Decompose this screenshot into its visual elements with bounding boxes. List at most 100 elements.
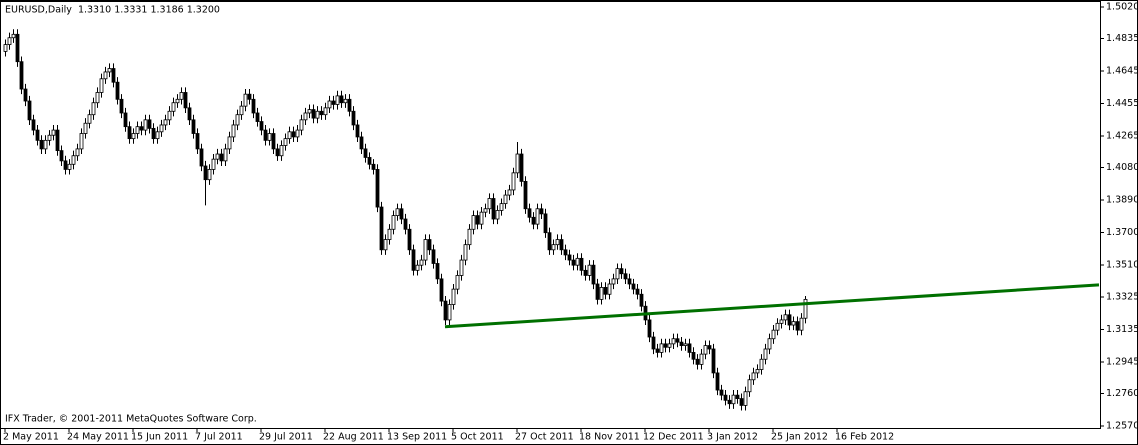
candle-body: [503, 194, 508, 205]
candle-body: [431, 249, 436, 264]
candle-body: [619, 268, 624, 275]
candle-body: [315, 110, 320, 119]
candle-body: [551, 244, 556, 251]
candle-body: [775, 322, 780, 331]
candle-body: [583, 269, 588, 276]
candle-body: [719, 389, 724, 396]
y-tick-label: 1.3325: [1106, 291, 1138, 302]
candle-body: [715, 372, 720, 391]
candle-body: [319, 110, 324, 116]
x-tick-label: 25 Jan 2012: [771, 432, 828, 443]
footer: IFX Trader, © 2001-2011 MetaQuotes Softw…: [5, 414, 257, 425]
candle-body: [491, 198, 496, 220]
candle-body: [519, 153, 524, 182]
x-tick-label: 29 Jul 2011: [259, 432, 313, 443]
candle-body: [459, 259, 464, 276]
candle-body: [339, 95, 344, 104]
candle-body: [535, 208, 540, 225]
candle-body: [211, 158, 216, 170]
candle-body: [603, 287, 608, 295]
candle-body: [163, 119, 168, 126]
candle-body: [755, 369, 760, 374]
candle-body: [543, 213, 548, 234]
candle-body: [443, 300, 448, 321]
x-tick-label: 18 Nov 2011: [579, 432, 640, 443]
candle-body: [515, 153, 520, 174]
plot-area: [0, 1, 1101, 429]
candle-body: [407, 228, 412, 251]
candle-body: [435, 263, 440, 280]
candle-body: [279, 145, 284, 157]
candle-body: [263, 129, 268, 141]
candle-body: [235, 114, 240, 126]
candle-body: [191, 119, 196, 134]
candle-body: [779, 319, 784, 324]
candle-body: [119, 98, 124, 114]
candle-body: [387, 228, 392, 240]
candle-body: [171, 102, 176, 112]
candle-body: [395, 208, 400, 216]
candle-body: [227, 136, 232, 150]
candle-body: [147, 119, 152, 129]
candle-body: [767, 338, 772, 350]
candle-body: [567, 254, 572, 261]
candle-body: [411, 249, 416, 271]
candle-body: [751, 372, 756, 381]
candle-body: [19, 61, 24, 90]
candle-body: [479, 211, 484, 225]
y-tick-label: 1.4645: [1106, 66, 1138, 77]
candle-body: [711, 348, 716, 374]
candle-body: [3, 44, 8, 52]
candle-body: [275, 148, 280, 157]
candle-body: [127, 126, 132, 140]
candle-body: [247, 93, 252, 100]
candle-body: [311, 109, 316, 119]
candle-body: [531, 216, 536, 225]
candle-body: [679, 341, 684, 346]
candle-body: [63, 160, 68, 170]
candle-body: [735, 394, 740, 399]
candle-body: [255, 112, 260, 122]
candle-body: [723, 394, 728, 401]
candle-body: [415, 264, 420, 271]
candle-body: [327, 100, 332, 109]
candle-body: [475, 215, 480, 225]
candle-body: [687, 343, 692, 353]
candle-body: [87, 114, 92, 124]
candle-body: [151, 127, 156, 140]
candle-body: [571, 259, 576, 266]
candle-body: [123, 112, 128, 128]
candle-body: [91, 102, 96, 116]
candle-body: [495, 210, 500, 220]
candle-body: [423, 239, 428, 261]
candle-body: [239, 105, 244, 116]
candle-body: [803, 298, 808, 319]
candle-body: [219, 153, 224, 162]
candle-body: [115, 81, 120, 100]
candle-body: [139, 126, 144, 131]
candle-body: [611, 278, 616, 285]
candle-body: [291, 131, 296, 138]
candle-body: [303, 112, 308, 121]
candle-body: [31, 119, 36, 131]
candle-body: [47, 134, 52, 141]
candle-body: [795, 321, 800, 331]
candle-body: [179, 92, 184, 100]
candle-body: [727, 399, 732, 405]
x-tick-label: 15 Jun 2011: [131, 432, 188, 443]
candle-body: [27, 100, 32, 121]
candle-body: [731, 394, 736, 405]
y-tick-label: 1.2945: [1106, 356, 1138, 367]
candle-body: [403, 218, 408, 230]
candle-body: [799, 317, 804, 331]
candle-body: [343, 98, 348, 104]
candle-body: [95, 92, 100, 104]
candle-body: [523, 180, 528, 210]
y-tick-label: 1.4265: [1106, 131, 1138, 142]
candle-body: [11, 33, 16, 39]
y-tick-label: 1.2760: [1106, 388, 1138, 399]
candle-body: [43, 139, 48, 150]
candle-body: [675, 338, 680, 343]
